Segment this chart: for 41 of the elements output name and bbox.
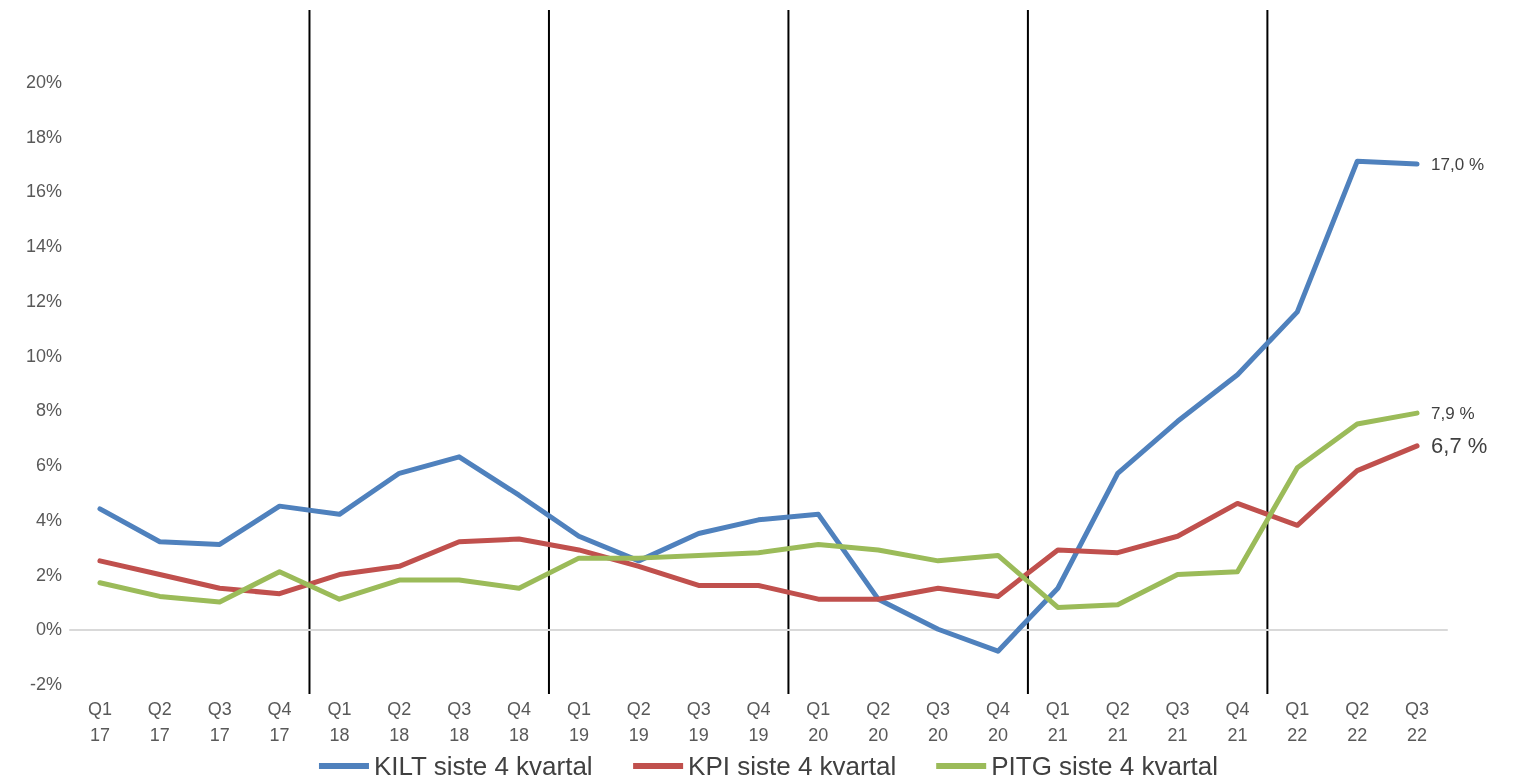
x-tick-label: Q4 20 — [985, 699, 1010, 745]
x-tick-label: Q2 19 — [626, 699, 651, 745]
legend-label: KPI siste 4 kvartal — [688, 751, 897, 781]
y-tick-label: 8% — [35, 400, 62, 421]
x-tick-label: Q1 17 — [87, 699, 112, 745]
x-tick-label: Q2 18 — [387, 699, 412, 745]
x-tick-label: Q3 19 — [686, 699, 711, 745]
x-tick-label: Q3 21 — [1165, 699, 1190, 745]
y-tick-label: 10% — [25, 345, 62, 366]
x-tick-label: Q1 21 — [1045, 699, 1070, 745]
x-tick-label: Q1 18 — [327, 699, 352, 745]
x-tick-label: Q1 19 — [566, 699, 591, 745]
x-tick-label: Q4 21 — [1225, 699, 1250, 745]
x-tick-label: Q4 19 — [746, 699, 771, 745]
x-tick-label: Q4 17 — [267, 699, 292, 745]
data-label: 7,9 % — [1431, 403, 1475, 423]
legend-label: KILT siste 4 kvartal — [373, 751, 593, 781]
y-tick-label: 6% — [35, 455, 62, 476]
y-tick-label: 12% — [25, 290, 62, 311]
y-tick-label: 14% — [25, 236, 62, 257]
x-tick-label: Q2 17 — [147, 699, 172, 745]
x-tick-label: Q3 20 — [926, 699, 951, 745]
y-tick-label: 2% — [35, 564, 62, 585]
y-tick-label: 0% — [35, 619, 62, 640]
y-tick-label: -2% — [29, 674, 62, 694]
legend-label: PITG siste 4 kvartal — [991, 751, 1219, 781]
x-tick-label: Q3 18 — [447, 699, 472, 745]
x-tick-label: Q1 20 — [806, 699, 831, 745]
y-tick-label: 18% — [25, 126, 62, 147]
x-tick-label: Q4 18 — [507, 699, 532, 745]
x-tick-label: Q3 17 — [207, 699, 232, 745]
y-tick-label: 16% — [25, 181, 62, 202]
x-tick-label: Q2 22 — [1345, 699, 1370, 745]
x-tick-label: Q3 22 — [1405, 699, 1430, 745]
x-tick-label: Q1 22 — [1285, 699, 1310, 745]
y-tick-label: 20% — [25, 72, 62, 92]
x-tick-label: Q2 20 — [866, 699, 891, 745]
data-label: 17,0 % — [1431, 154, 1484, 174]
y-tick-label: 4% — [35, 509, 62, 530]
data-label: 6,7 % — [1431, 433, 1488, 459]
x-tick-label: Q2 21 — [1105, 699, 1130, 745]
